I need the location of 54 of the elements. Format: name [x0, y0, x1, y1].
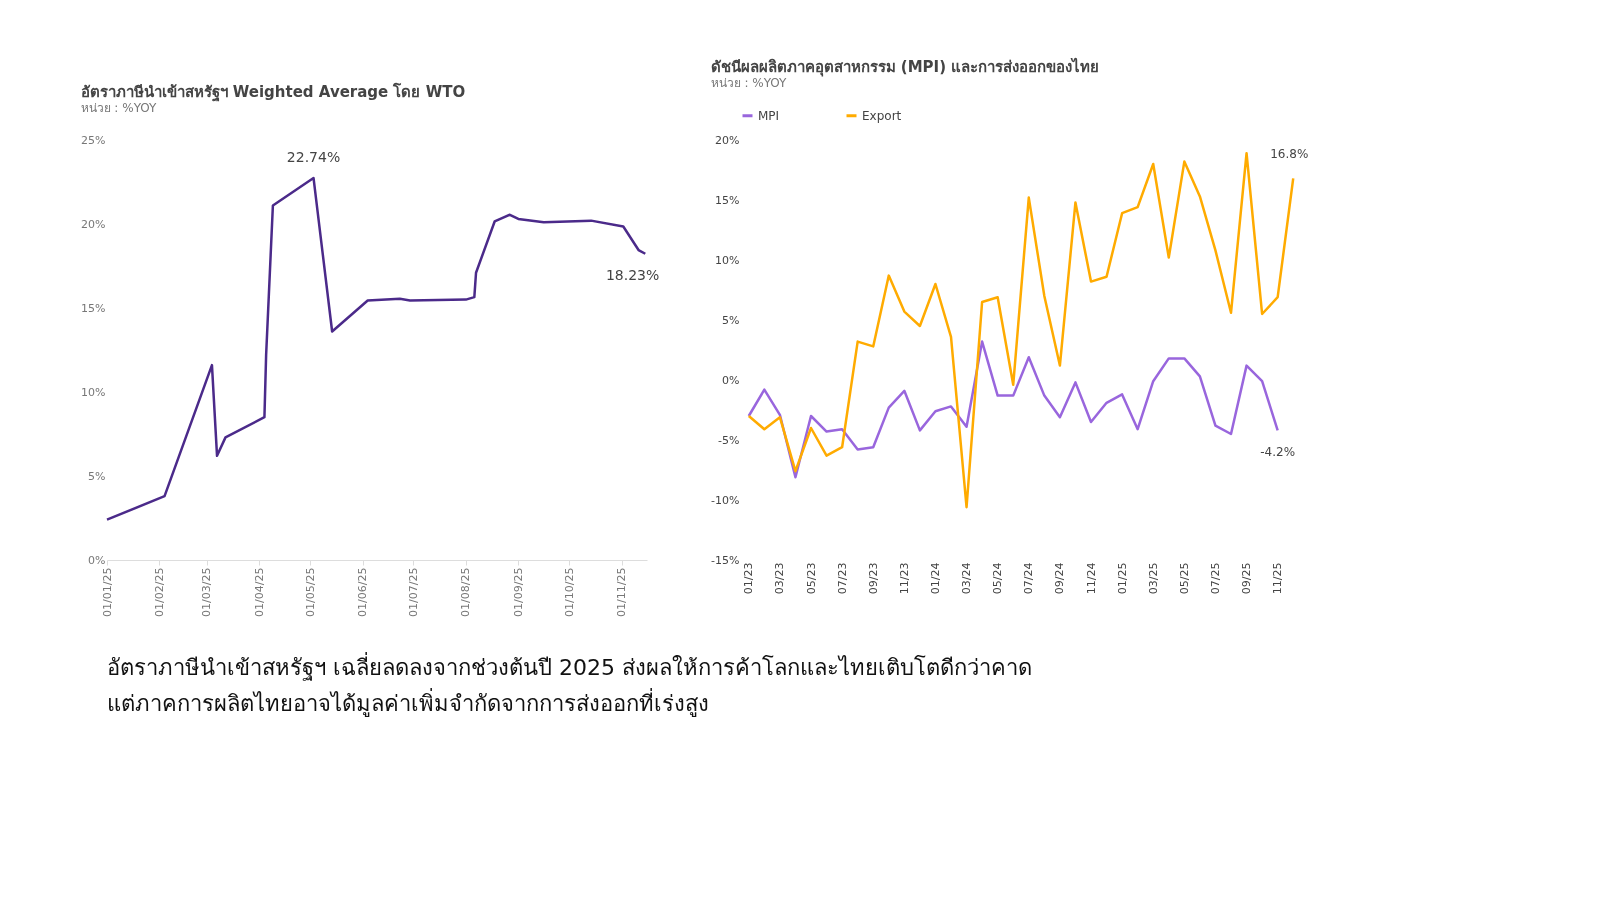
- chart-title: อัตราภาษีนำเข้าสหรัฐฯ Weighted Average โดย WTO: [80, 82, 466, 102]
- x-tick-label: 01/06/25: [356, 567, 370, 617]
- x-tick-label: 01/23: [742, 562, 756, 595]
- x-tick-label: 07/23: [835, 562, 849, 595]
- y-tick-label: 5%: [88, 469, 106, 483]
- y-tick-label: -5%: [718, 433, 740, 447]
- annotation: 18.23%: [605, 266, 660, 283]
- x-tick-label: 05/25: [1177, 562, 1191, 595]
- y-tick-label: 5%: [722, 313, 740, 327]
- x-tick-label: 01/07/25: [406, 567, 420, 617]
- x-tick-label: 01/01/25: [100, 567, 114, 617]
- legend-label: Export: [862, 108, 902, 123]
- chart-subtitle: หน่วย : %YOY: [710, 76, 788, 90]
- y-tick-label: 15%: [81, 301, 106, 315]
- text: อัตราภาษีนำเข้าสหรัฐฯ เฉลี่ยลดลงจากช่วงต้นปี 2025 ส่งผลให้การค้าโลกและไทยเติบโตดีกว่าคาด แต่ภาคการผลิตไทยอาจได้มูลค่าเพิ่มจำกัดจากการส่งออกที่เร่งสูง: [107, 652, 1032, 717]
- x-tick-label: 11/24: [1084, 562, 1098, 595]
- x-tick-label: 01/24: [928, 562, 942, 595]
- legend-label: MPI: [758, 108, 780, 123]
- x-tick-label: 07/25: [1208, 562, 1222, 595]
- x-tick-label: 01/10/25: [562, 567, 576, 617]
- x-tick-label: 03/24: [960, 562, 974, 595]
- y-tick-label: 0%: [722, 373, 740, 387]
- x-tick-label: 01/09/25: [511, 567, 525, 617]
- y-tick-label: 0%: [88, 553, 106, 567]
- x-tick-label: 01/04/25: [252, 567, 266, 617]
- y-tick-label: 10%: [715, 253, 740, 267]
- x-tick-label: 01/11/25: [615, 567, 629, 617]
- x-tick-label: 09/24: [1053, 562, 1067, 595]
- x-tick-label: 01/08/25: [459, 567, 473, 617]
- annotation: 16.8%: [1270, 147, 1309, 162]
- x-tick-label: 03/25: [1146, 562, 1160, 595]
- x-tick-label: 05/24: [991, 562, 1005, 595]
- x-tick-label: 11/23: [897, 562, 911, 595]
- y-tick-label: 20%: [715, 133, 740, 147]
- x-tick-label: 09/23: [866, 562, 880, 595]
- chart-subtitle: หน่วย : %YOY: [80, 101, 158, 115]
- x-tick-label: 09/25: [1240, 562, 1254, 595]
- x-tick-label: 01/02/25: [152, 567, 166, 617]
- y-tick-label: 20%: [81, 217, 106, 231]
- annotation: 22.74%: [286, 148, 341, 165]
- x-tick-label: 01/05/25: [303, 567, 317, 617]
- chart-title: ดัชนีผลผลิตภาคอุตสาหกรรม (MPI) และการส่งออกของไทย: [710, 57, 1100, 77]
- x-tick-label: 07/24: [1022, 562, 1036, 595]
- x-tick-label: 05/23: [804, 562, 818, 595]
- y-tick-label: 10%: [81, 385, 106, 399]
- annotation: -4.2%: [1260, 445, 1296, 460]
- x-tick-label: 11/25: [1271, 562, 1285, 595]
- y-tick-label: -10%: [711, 493, 740, 507]
- y-tick-label: -15%: [711, 553, 740, 567]
- x-tick-label: 03/23: [773, 562, 787, 595]
- x-tick-label: 01/25: [1115, 562, 1129, 595]
- y-tick-label: 25%: [81, 133, 106, 147]
- x-tick-label: 01/03/25: [200, 567, 214, 617]
- y-tick-label: 15%: [715, 193, 740, 207]
